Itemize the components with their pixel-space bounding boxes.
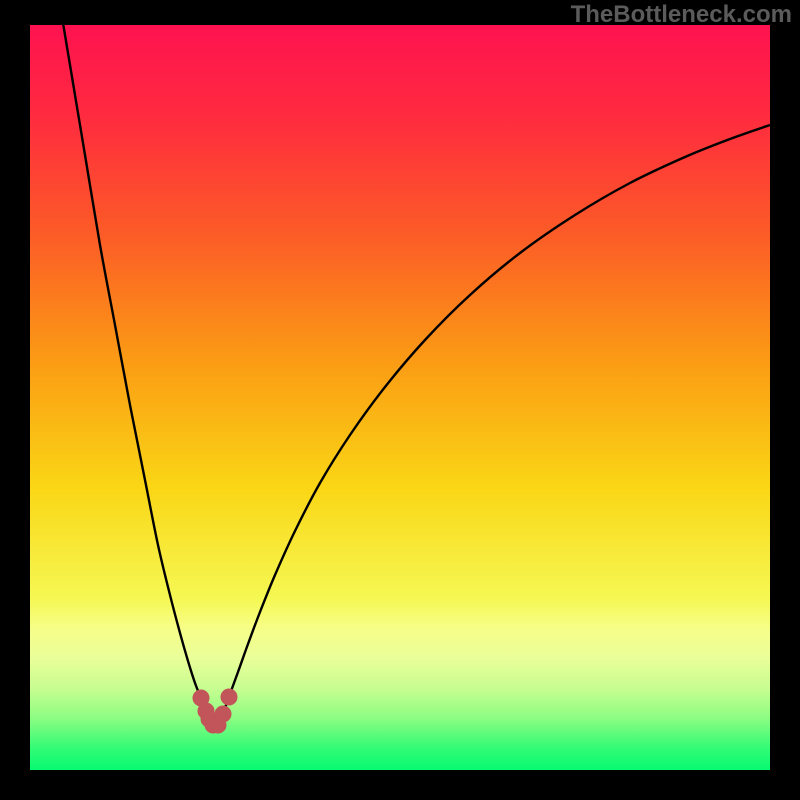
chart-svg <box>30 25 770 770</box>
curve-marker <box>221 689 237 705</box>
chart-background-gradient <box>30 25 770 770</box>
curve-marker <box>215 706 231 722</box>
chart-plot-area <box>30 25 770 770</box>
